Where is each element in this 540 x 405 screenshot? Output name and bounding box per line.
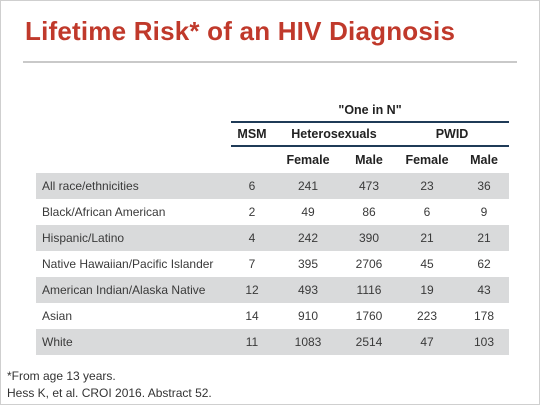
cell-het-male: 1116	[343, 277, 395, 303]
risk-table: "One in N" MSM Heterosexuals PWID Female…	[36, 99, 510, 355]
table-row: All race/ethnicities 6 241 473 23 36	[36, 173, 510, 199]
cell-pwid-male: 9	[459, 199, 510, 225]
cell-het-male: 86	[343, 199, 395, 225]
column-header-msm: MSM	[231, 122, 273, 147]
row-label: Hispanic/Latino	[36, 225, 231, 251]
cell-pwid-male: 62	[459, 251, 510, 277]
cell-msm: 14	[231, 303, 273, 329]
header-blank	[36, 146, 231, 173]
cell-het-female: 910	[273, 303, 343, 329]
column-header-pwid-female: Female	[405, 153, 449, 167]
table-row: Hispanic/Latino 4 242 390 21 21	[36, 225, 510, 251]
cell-msm: 11	[231, 329, 273, 355]
cell-pwid-female: 223	[395, 303, 459, 329]
cell-het-female: 242	[273, 225, 343, 251]
row-label: Native Hawaiian/Pacific Islander	[36, 251, 231, 277]
cell-pwid-female: 19	[395, 277, 459, 303]
column-header-het-male: Male	[355, 153, 383, 167]
cell-pwid-male: 43	[459, 277, 510, 303]
cell-pwid-male: 178	[459, 303, 510, 329]
column-header-het-female: Female	[286, 153, 330, 167]
cell-het-female: 395	[273, 251, 343, 277]
row-label: All race/ethnicities	[36, 173, 231, 199]
cell-pwid-female: 47	[395, 329, 459, 355]
row-label: Asian	[36, 303, 231, 329]
cell-pwid-female: 6	[395, 199, 459, 225]
cell-het-female: 241	[273, 173, 343, 199]
cell-het-female: 493	[273, 277, 343, 303]
row-label: American Indian/Alaska Native	[36, 277, 231, 303]
header-blank	[231, 146, 273, 173]
cell-het-male: 2514	[343, 329, 395, 355]
cell-pwid-male: 21	[459, 225, 510, 251]
cell-het-female: 1083	[273, 329, 343, 355]
cell-msm: 12	[231, 277, 273, 303]
cell-msm: 7	[231, 251, 273, 277]
footnote: *From age 13 years.	[7, 369, 116, 383]
column-header-heterosexuals: Heterosexuals	[273, 122, 395, 147]
table-row: Black/African American 2 49 86 6 9	[36, 199, 510, 225]
cell-pwid-female: 45	[395, 251, 459, 277]
header-blank	[36, 122, 231, 146]
table-row: Asian 14 910 1760 223 178	[36, 303, 510, 329]
cell-het-male: 473	[343, 173, 395, 199]
cell-het-female: 49	[273, 199, 343, 225]
table-row: American Indian/Alaska Native 12 493 111…	[36, 277, 510, 303]
title-divider	[23, 61, 517, 63]
slide-title: Lifetime Risk* of an HIV Diagnosis	[25, 16, 456, 46]
cell-het-male: 390	[343, 225, 395, 251]
column-header-pwid: PWID	[395, 122, 510, 147]
row-label: Black/African American	[36, 199, 231, 225]
cell-pwid-male: 36	[459, 173, 510, 199]
cell-msm: 2	[231, 199, 273, 225]
cell-pwid-female: 21	[395, 225, 459, 251]
citation: Hess K, et al. CROI 2016. Abstract 52.	[7, 386, 212, 400]
group-header-one-in-n: "One in N"	[231, 99, 510, 123]
column-header-pwid-male: Male	[470, 153, 498, 167]
cell-pwid-male: 103	[459, 329, 510, 355]
header-blank	[36, 99, 231, 122]
cell-het-male: 1760	[343, 303, 395, 329]
table-row: Native Hawaiian/Pacific Islander 7 395 2…	[36, 251, 510, 277]
cell-het-male: 2706	[343, 251, 395, 277]
cell-msm: 4	[231, 225, 273, 251]
row-label: White	[36, 329, 231, 355]
cell-pwid-female: 23	[395, 173, 459, 199]
table-row: White 11 1083 2514 47 103	[36, 329, 510, 355]
cell-msm: 6	[231, 173, 273, 199]
